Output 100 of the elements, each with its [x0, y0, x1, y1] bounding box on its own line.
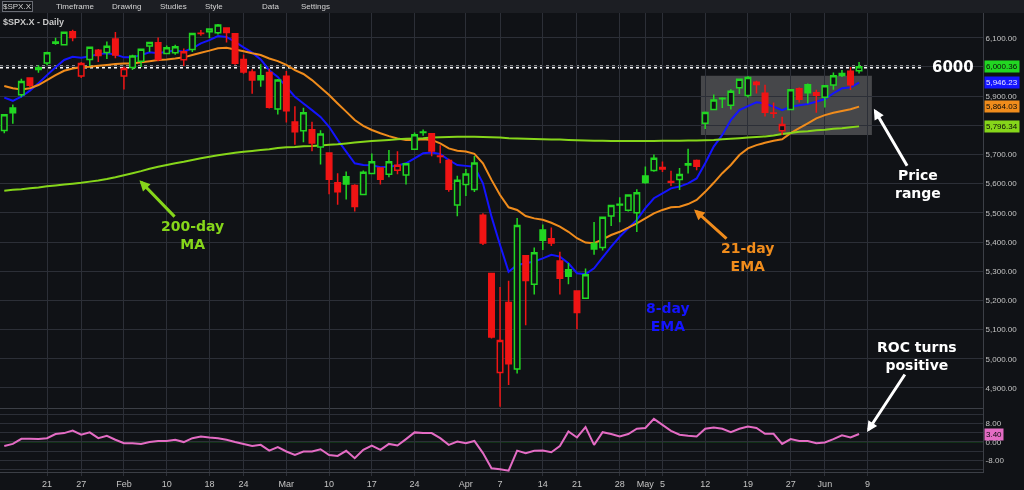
y-tick-label: 0.00	[985, 437, 1002, 447]
text: 200-day MA	[161, 218, 225, 253]
candlestick	[137, 48, 145, 68]
candlestick	[693, 158, 701, 171]
y-tick-label: 8.00	[985, 419, 1002, 429]
text: 21-day EMA	[721, 240, 775, 275]
candlestick	[428, 133, 436, 157]
candlestick	[667, 170, 675, 187]
candlestick	[52, 37, 60, 46]
y-tick-label: -8.00	[985, 456, 1005, 466]
candlestick	[146, 41, 154, 53]
x-tick-label: 21	[571, 478, 582, 489]
candlestick	[753, 81, 760, 95]
candlestick	[393, 150, 401, 176]
candlestick	[847, 66, 854, 91]
candlestick	[103, 40, 111, 60]
y-tick-label: 5,700.00	[985, 150, 1018, 160]
candlestick	[248, 68, 256, 95]
candlestick	[556, 250, 564, 296]
y-tick-label: 5,100.00	[985, 325, 1018, 335]
y-tick-label: 5,400.00	[985, 237, 1018, 247]
candlestick	[582, 267, 590, 300]
candlestick	[43, 51, 51, 66]
candlestick	[445, 158, 453, 193]
candlestick	[317, 129, 325, 166]
candlestick	[274, 78, 282, 116]
x-tick-label: 10	[324, 478, 335, 489]
x-tick-label: May	[636, 478, 655, 489]
candlestick	[299, 107, 307, 143]
candlestick	[411, 131, 419, 151]
y-tick-label: 5,300.00	[985, 266, 1018, 276]
line-series	[3, 417, 861, 472]
candlestick	[26, 76, 34, 89]
candlestick	[129, 53, 136, 71]
candlestick	[488, 272, 495, 340]
candlestick	[9, 103, 17, 125]
candlestick	[710, 93, 718, 111]
text: 5,864.03	[986, 102, 1018, 111]
text: Style	[205, 2, 224, 11]
candlestick	[291, 105, 299, 146]
band-label: Price range	[895, 167, 941, 202]
candlestick	[804, 82, 812, 105]
x-tick-label: 27	[785, 478, 796, 489]
candlestick	[265, 67, 273, 110]
candlestick	[77, 61, 85, 79]
ref-line-label: 6000	[932, 58, 974, 76]
candlestick	[641, 165, 649, 185]
text: 3.40	[986, 430, 1003, 439]
text: 8-day EMA	[646, 300, 690, 335]
candlestick	[684, 147, 692, 175]
candlestick	[257, 63, 265, 88]
x-tick-label: Mar	[278, 478, 295, 489]
candlestick	[855, 61, 863, 75]
candlestick	[34, 64, 42, 74]
y-tick-label: 6,100.00	[985, 33, 1018, 43]
candlestick	[197, 29, 205, 37]
candlestick	[573, 290, 581, 330]
text: Settings	[301, 2, 330, 11]
candlestick	[163, 44, 171, 55]
x-tick-label: 17	[366, 478, 377, 489]
candlestick	[402, 162, 410, 186]
x-tick-label: 5	[659, 478, 665, 489]
candlestick	[86, 46, 94, 67]
candlestick	[17, 77, 25, 99]
candlestick	[701, 110, 709, 130]
y-tick-label: 5,200.00	[985, 296, 1018, 306]
x-tick-label: 9	[865, 478, 871, 489]
y-tick-label: 5,500.00	[985, 208, 1018, 218]
text: 6,000.36	[986, 62, 1018, 71]
x-tick-label: 24	[238, 478, 249, 489]
candlestick	[547, 226, 555, 247]
annotation: ROC turns positive	[877, 339, 957, 374]
x-tick-label: Jun	[817, 478, 833, 489]
candlestick	[479, 212, 487, 246]
y-tick-label: 5,000.00	[985, 354, 1018, 364]
candlestick	[111, 31, 119, 59]
text: Studies	[160, 2, 187, 11]
text: Data	[262, 2, 280, 11]
candlestick	[787, 88, 795, 111]
candlestick	[334, 172, 342, 206]
line-series	[3, 35, 861, 276]
candlestick	[376, 167, 384, 186]
candlestick	[470, 155, 478, 193]
x-tick-label: 7	[497, 478, 503, 489]
candlestick	[342, 170, 350, 201]
candlestick	[564, 262, 572, 286]
candlestick	[120, 65, 128, 91]
y-tick-label: 5,900.00	[985, 91, 1018, 101]
candlestick	[325, 152, 333, 195]
text: $SPX.X	[3, 2, 32, 11]
candlestick	[522, 254, 530, 326]
candlestick	[308, 121, 316, 153]
candlestick	[282, 70, 290, 124]
x-tick-label: Apr	[458, 478, 473, 489]
y-tick-label: 5,600.00	[985, 179, 1018, 189]
candlestick	[69, 28, 77, 43]
text: 5,796.34	[986, 122, 1018, 131]
candlestick	[60, 31, 68, 46]
text: Drawing	[112, 2, 142, 11]
x-tick-label: 10	[161, 478, 172, 489]
